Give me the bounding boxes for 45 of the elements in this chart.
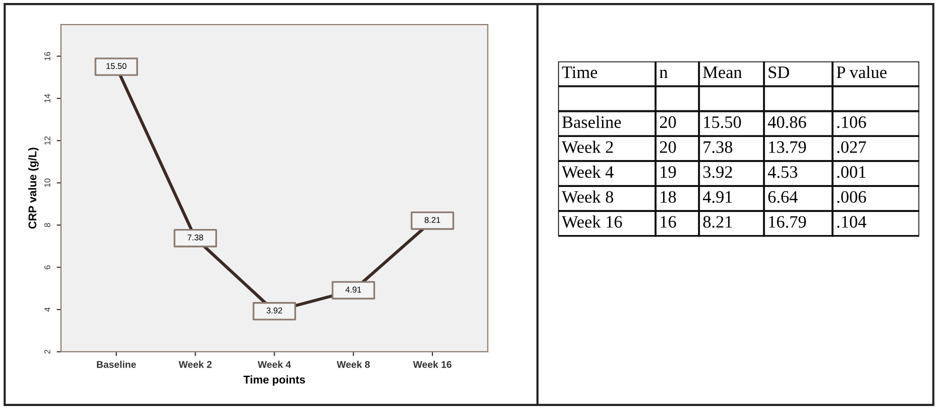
y-axis-title: CRP value (g/L) — [28, 148, 39, 229]
x-tick-label: Baseline — [96, 360, 136, 368]
text: Week 8 — [562, 190, 614, 203]
text: 40.86 — [768, 116, 806, 128]
text: .106 — [837, 116, 866, 128]
text: 3.92 — [703, 166, 732, 178]
text: 4.53 — [768, 166, 798, 178]
y-tick-label: 6 — [44, 265, 50, 270]
text: n — [660, 70, 668, 78]
text: Week 2 — [562, 140, 613, 154]
y-tick-label: 10 — [44, 178, 50, 187]
x-tick-label: Week 16 — [413, 360, 452, 368]
y-tick-label: 8 — [44, 223, 50, 228]
text: Week 16 — [562, 216, 622, 228]
text: 6.64 — [768, 191, 798, 203]
text: 13.79 — [769, 141, 806, 154]
text: .104 — [837, 216, 866, 228]
text: 18 — [660, 191, 676, 203]
x-tick-label: Week 2 — [178, 360, 212, 368]
text: .001 — [837, 166, 866, 178]
text: Baseline — [562, 116, 621, 128]
text: .027 — [837, 141, 866, 154]
text: Mean — [703, 66, 742, 78]
text: 16 — [660, 216, 676, 228]
y-tick-label: 14 — [44, 94, 50, 102]
text: P value — [836, 66, 887, 78]
text: .006 — [837, 191, 866, 203]
text: Time — [562, 66, 598, 78]
y-tick-label: 16 — [44, 52, 50, 60]
y-tick-label: 2 — [44, 350, 50, 354]
text: 19 — [660, 166, 676, 178]
text: Week 4 — [562, 166, 614, 178]
x-axis-title: Time points — [243, 375, 305, 386]
text: 7.38 — [704, 141, 732, 154]
text: 15.50 — [704, 116, 741, 128]
text: 16.79 — [769, 216, 806, 228]
x-tick-label: Week 8 — [336, 360, 370, 368]
y-tick-label: 12 — [44, 136, 50, 145]
x-tick-label: Week 4 — [258, 360, 291, 368]
text: SD — [768, 66, 790, 78]
y-tick-label: 4 — [44, 307, 50, 312]
text: 20 — [660, 141, 676, 153]
text: 8.21 — [703, 216, 732, 228]
text: 4.91 — [702, 191, 732, 203]
text: 20 — [660, 116, 676, 128]
